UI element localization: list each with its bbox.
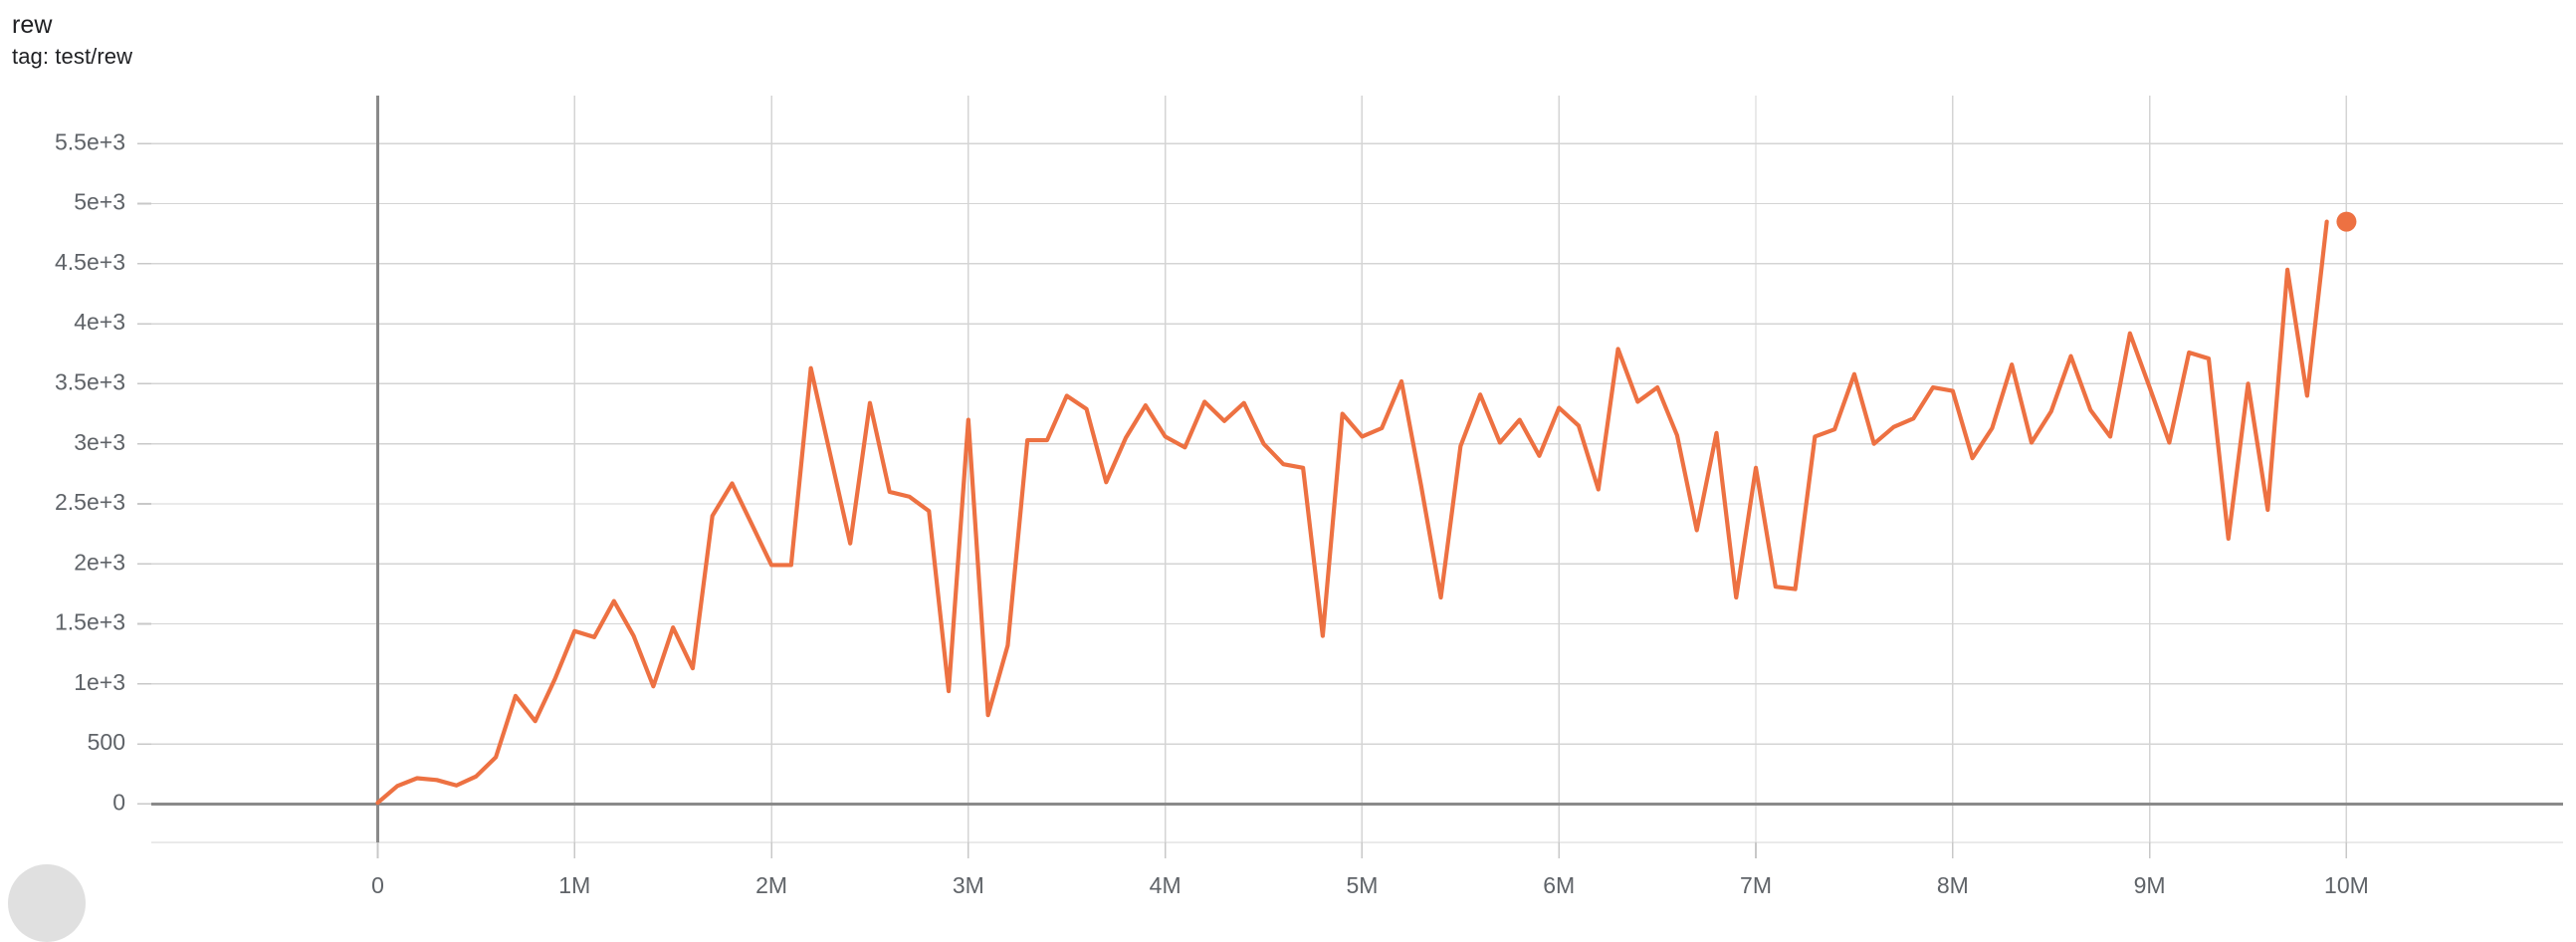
series-end-marker[interactable]	[2336, 211, 2357, 232]
y-tick-label: 5e+3	[74, 189, 125, 215]
data-series-group[interactable]	[375, 219, 2329, 806]
y-tick-label: 2e+3	[74, 549, 125, 575]
y-tick-label: 4.5e+3	[55, 249, 125, 275]
y-tick-label: 1.5e+3	[55, 609, 125, 635]
y-tick-label: 0	[112, 789, 125, 815]
chart-header: rew tag: test/rew	[12, 10, 132, 71]
y-tick-label: 4e+3	[74, 309, 125, 335]
y-tick-label: 3e+3	[74, 429, 125, 455]
chart-subtitle: tag: test/rew	[12, 44, 133, 70]
y-tick-label: 1e+3	[74, 669, 125, 695]
y-tick-label: 5.5e+3	[55, 128, 125, 154]
x-tick-label: 7M	[1740, 872, 1772, 898]
x-tick-label: 10M	[2324, 872, 2369, 898]
y-tick-label: 2.5e+3	[55, 489, 125, 515]
x-tick-label: 0	[371, 872, 384, 898]
vertical-gridlines	[573, 96, 2348, 842]
line-chart-svg[interactable]: 0 500 1e+3 1.5e+3 2e+3 2.5e+3 3e+3 3.5e+3 4e+3 4.…	[0, 0, 2576, 900]
series-line[interactable]	[375, 219, 2329, 806]
x-tick-label: 2M	[755, 872, 787, 898]
y-tick-label: 500	[88, 729, 125, 755]
x-tick-label: 8M	[1937, 872, 1969, 898]
chart-title: rew	[12, 11, 53, 39]
x-tick-label: 6M	[1543, 872, 1575, 898]
y-axis-tick-labels: 0 500 1e+3 1.5e+3 2e+3 2.5e+3 3e+3 3.5e+3 4e+3 4.…	[55, 128, 125, 815]
x-tick-label: 9M	[2134, 872, 2166, 898]
x-tick-label: 4M	[1150, 872, 1181, 898]
floating-action-button[interactable]	[8, 864, 86, 942]
end-point-marker[interactable]	[2336, 211, 2357, 232]
y-tick-label: 3.5e+3	[55, 368, 125, 394]
axis-lines	[151, 96, 2563, 842]
x-tick-label: 3M	[953, 872, 984, 898]
horizontal-gridlines	[151, 142, 2563, 843]
plot-area[interactable]: 0 500 1e+3 1.5e+3 2e+3 2.5e+3 3e+3 3.5e+3 4e+3 4.…	[0, 0, 2576, 900]
x-tick-label: 5M	[1346, 872, 1378, 898]
x-tick-label: 1M	[558, 872, 590, 898]
x-axis-tick-labels: 0 1M 2M 3M 4M 5M 6M 7M 8M 9M 10M	[371, 872, 2369, 898]
axis-tickmarks	[137, 142, 2348, 858]
